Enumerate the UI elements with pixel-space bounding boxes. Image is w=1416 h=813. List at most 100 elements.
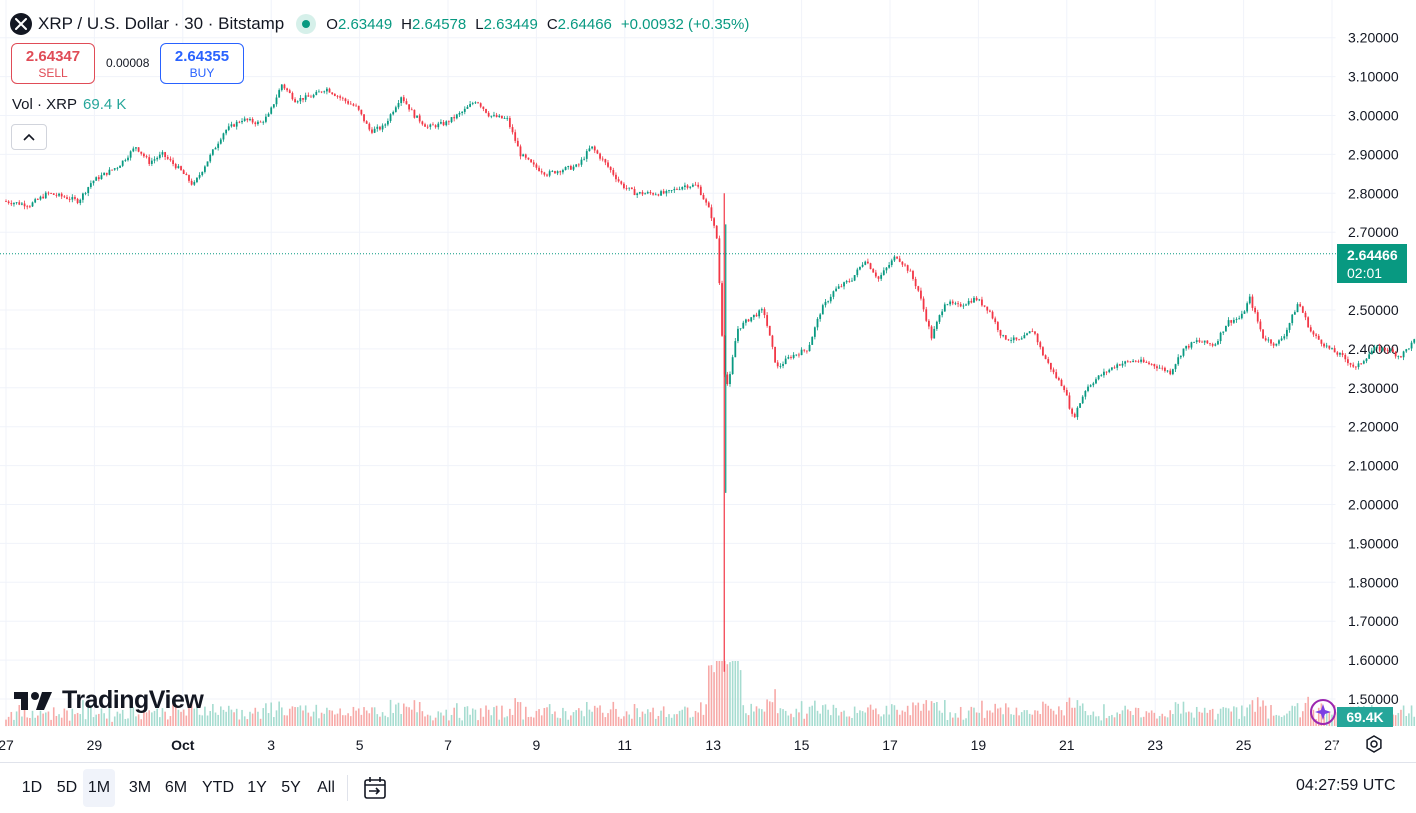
volume-bar (440, 712, 442, 726)
candle-body (235, 121, 238, 127)
candle-body (662, 191, 665, 194)
ai-sparkle-icon[interactable] (1308, 697, 1338, 727)
volume-bar (564, 711, 567, 726)
volume-bar (562, 707, 564, 726)
volume-bar (328, 710, 331, 726)
range-ytd-button[interactable]: YTD (202, 779, 234, 796)
volume-bar (1047, 705, 1050, 726)
volume-bar (532, 717, 535, 726)
candle-body (272, 104, 275, 108)
candle-body (400, 97, 403, 104)
candle-body (50, 193, 52, 194)
candle-body (66, 197, 68, 199)
candle-body (426, 126, 429, 128)
volume-bar (368, 713, 371, 726)
buy-button[interactable]: 2.64355 BUY (160, 43, 244, 84)
collapse-legend-button[interactable] (11, 124, 47, 150)
volume-bar (519, 702, 522, 726)
candle-body (1293, 312, 1296, 315)
candle-body (1049, 362, 1052, 370)
candle-body (1023, 335, 1026, 339)
volume-bar (1169, 710, 1172, 726)
tradingview-logo[interactable]: TradingView (14, 686, 204, 715)
volume-bar (1185, 712, 1187, 726)
volume-bar (474, 709, 477, 726)
symbol-title[interactable]: XRP / U.S. Dollar · 30 · Bitstamp (38, 14, 285, 33)
volume-bar (413, 700, 416, 726)
volume-bar (1012, 714, 1015, 726)
axis-settings-icon[interactable] (1363, 733, 1385, 755)
candle-body (233, 124, 235, 127)
candle-body (946, 304, 949, 306)
candle-body (1357, 363, 1360, 368)
volume-bar (74, 714, 76, 726)
range-3m-button[interactable]: 3M (128, 779, 152, 796)
utc-clock[interactable]: 04:27:59 UTC (1296, 777, 1396, 794)
candle-body (885, 267, 888, 271)
range-1y-button[interactable]: 1Y (247, 779, 267, 796)
candle-body (127, 157, 129, 161)
volume-bar (1068, 697, 1071, 726)
volume-bar (779, 708, 782, 726)
date-range-icon[interactable] (361, 774, 389, 802)
candle-body (161, 152, 164, 155)
price-chart[interactable]: 3.20000 3.10000 3.00000 2.90000 2.80000 2.700… (0, 0, 1416, 762)
volume-bar (596, 707, 599, 726)
range-5y-button[interactable]: 5Y (281, 779, 301, 796)
ohlc-open: O2.63449 (326, 16, 392, 33)
range-1m-button[interactable]: 1M (83, 769, 115, 807)
volume-bar (625, 711, 628, 726)
candle-body (609, 166, 612, 171)
buy-label: BUY (189, 66, 215, 80)
x-tick-label: 29 (87, 737, 103, 753)
volume-bar (670, 717, 673, 726)
volume-bar (323, 713, 326, 726)
volume-bar (331, 710, 333, 726)
candle-body (1333, 348, 1336, 353)
candle-body (705, 199, 708, 203)
candle-body (402, 97, 405, 102)
volume-bar (556, 717, 559, 726)
volume-bar (859, 710, 861, 726)
volume-bar (633, 704, 636, 726)
tradingview-logo-icon (14, 691, 52, 710)
volume-bar (132, 707, 135, 726)
candle-body (1185, 345, 1188, 349)
volume-bar (408, 707, 410, 726)
candle-body (734, 341, 737, 358)
volume-bar (198, 714, 201, 726)
volume-bar (1002, 714, 1004, 726)
y-tick-label: 2.90000 (1348, 146, 1399, 162)
volume-bar (493, 707, 495, 726)
volume-legend[interactable]: Vol · XRP 69.4 K (12, 96, 126, 113)
volume-bar (485, 705, 487, 726)
volume-bar (1193, 717, 1195, 726)
volume-bar (1076, 700, 1079, 726)
candle-body (938, 315, 941, 322)
candle-body (97, 177, 100, 180)
range-1d-button[interactable]: 1D (21, 779, 43, 796)
candle-body (1031, 331, 1034, 333)
volume-bar (116, 711, 119, 726)
volume-bar (355, 710, 357, 726)
x-tick-label: 11 (618, 737, 633, 753)
candle-body (482, 106, 485, 109)
candle-body (970, 300, 973, 303)
xrp-logo-icon[interactable] (10, 13, 32, 35)
candle-body (771, 335, 774, 347)
volume-bar (808, 706, 811, 726)
candle-body (684, 185, 686, 187)
volume-bar (1235, 707, 1238, 726)
range-6m-button[interactable]: 6M (164, 779, 188, 796)
range-5d-button[interactable]: 5D (56, 779, 78, 796)
volume-bar (803, 718, 806, 726)
candle-body (286, 88, 289, 91)
chart-area[interactable]: 3.20000 3.10000 3.00000 2.90000 2.80000 2.700… (0, 0, 1416, 762)
volume-bar (34, 717, 36, 726)
sell-button[interactable]: 2.64347 SELL (11, 43, 95, 84)
candle-body (1087, 386, 1089, 391)
candle-body (996, 322, 999, 330)
volume-bar (784, 710, 787, 726)
range-all-button[interactable]: All (317, 779, 335, 796)
market-status-icon[interactable] (296, 14, 317, 34)
